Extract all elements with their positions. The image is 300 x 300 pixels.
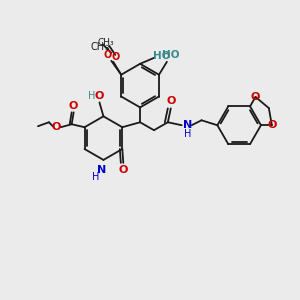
Text: H: H — [92, 172, 99, 182]
Text: O: O — [95, 91, 104, 100]
Text: O: O — [69, 101, 78, 111]
Text: N: N — [97, 165, 106, 175]
Text: O: O — [166, 97, 176, 106]
Text: H: H — [184, 129, 191, 139]
Text: O: O — [51, 122, 61, 132]
Text: H: H — [88, 91, 95, 100]
Text: O: O — [103, 50, 112, 60]
Text: CH₃: CH₃ — [97, 38, 114, 46]
Text: HO: HO — [153, 51, 171, 61]
Text: HO: HO — [162, 50, 180, 60]
Text: O: O — [267, 120, 277, 130]
Text: CH: CH — [90, 42, 104, 52]
Text: O: O — [111, 52, 119, 62]
Text: 3: 3 — [104, 45, 109, 51]
Text: N: N — [183, 120, 192, 130]
Text: O: O — [251, 92, 260, 102]
Text: O: O — [118, 165, 128, 175]
